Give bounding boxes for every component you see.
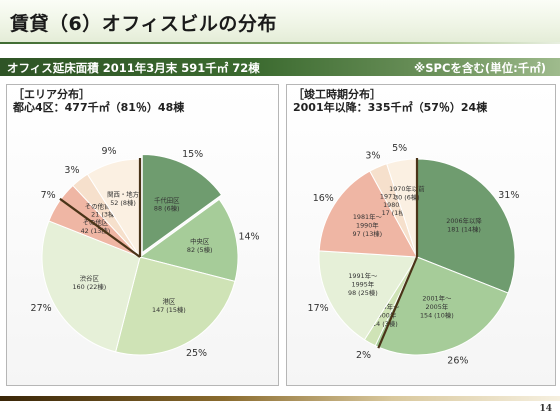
group-separator [377,256,419,349]
slice-label: 2000年 [374,310,397,319]
area-heading-title: ［エリア分布］ [13,88,90,101]
slice-label: 82 (5棟) [187,245,213,254]
percent-label: 14% [238,232,259,243]
slice-label: 154 (10棟) [420,311,454,320]
subheader-note: ※SPCを含む(単位:千㎡) [414,61,546,75]
slice-label: 1990年 [356,220,379,229]
footer-bar [0,396,560,401]
slice-label: 1980年 [383,200,406,209]
percent-label: 25% [186,348,207,359]
percent-label: 16% [313,193,334,204]
percent-label: 3% [365,151,380,162]
area-distribution-panel: 千代田区 88 (6棟) 15% 中央区 82 (5棟) 14% 港区 147 (15棟) 25… [6,84,279,386]
completion-panel-heading: ［竣工時期分布］ 2001年以降：335千㎡（57％）24棟 [293,88,487,114]
slice-label: 1991年～ [348,271,378,280]
slice-label: 30 (6棟) [394,192,420,201]
percent-label: 17% [308,303,329,314]
percent-label: 27% [31,303,52,314]
percent-label: 9% [101,146,116,157]
slice-label: 2001年～ [422,294,452,303]
subheader-total: オフィス延床面積 2011年3月末 591千㎡ 72棟 [7,61,260,75]
slice-label: 関西・地方 [107,189,139,198]
slice-label: 1995年 [352,280,375,289]
slice-label: その他首都圏 [85,201,123,210]
page-number: 14 [539,404,552,414]
slice-label: 42 (13棟) [81,226,111,235]
slice-label: 98 (25棟) [348,288,378,297]
slice-label: 147 (15棟) [152,305,186,314]
percent-label: 15% [182,149,203,160]
percent-label: 5% [392,143,407,154]
percent-label: 26% [447,356,468,367]
pie-slice [141,154,223,254]
slice-label: 88 (6棟) [154,204,180,213]
completion-distribution-panel: 2006年以降 181 (14棟) 31% 2001年～ 2005年 154 (10棟) 2… [286,84,556,386]
pie-slice [374,256,509,356]
slice-label: 1970年以前 [389,184,425,193]
pie-slice [318,250,418,341]
slice-label: 97 (13棟) [353,229,383,238]
area-heading-summary: 都心4区：477千㎡（81％）48棟 [13,101,185,114]
percent-label: 7% [41,190,56,201]
slice-label: 2006年以降 [446,216,482,225]
page-title: 賃貸（6）オフィスビルの分布 [10,13,277,35]
percent-label: 2% [356,350,371,361]
percent-label: 3% [64,165,79,176]
pie-slice [138,198,239,282]
completion-heading-summary: 2001年以降：335千㎡（57％）24棟 [293,101,488,114]
slice-label: 千代田区 [154,195,180,204]
pie-slice [115,256,236,356]
area-panel-heading: ［エリア分布］ 都心4区：477千㎡（81％）48棟 [13,88,184,114]
completion-heading-title: ［竣工時期分布］ [293,88,381,101]
slice-label: 21 (3棟) [91,210,117,219]
slice-label: 2005年 [426,302,449,311]
percent-label: 31% [498,190,519,201]
slice-label: 14 (3棟) [372,319,398,328]
title-underline [0,42,560,44]
pie-slice [416,158,516,294]
slice-label: 1971年～ [380,191,410,200]
slice-label: 160 (22棟) [72,282,106,291]
slice-label: 1981年～ [353,212,383,221]
slice-label: 中央区 [190,236,210,245]
group-separator [59,197,141,258]
title-bar: 賃貸（6）オフィスビルの分布 [0,0,560,44]
subheader-band: オフィス延床面積 2011年3月末 591千㎡ 72棟 ※SPCを含む(単位:千… [0,58,560,76]
slice-label: 181 (14棟) [447,224,481,233]
pie-slice [318,170,418,258]
slice-label: 港区 [163,297,176,306]
slice-label: その他区 [83,218,109,227]
slice-label: 17 (1棟) [382,208,408,217]
pie-slice [41,220,141,353]
slice-label: 52 (8棟) [110,198,136,207]
slice-label: 渋谷区 [80,274,100,283]
